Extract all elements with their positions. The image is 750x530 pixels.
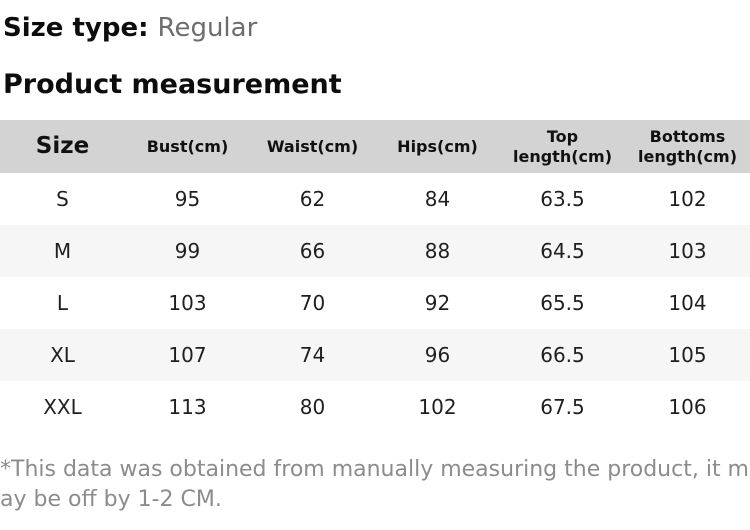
table-row-xl: XL 107 74 96 66.5 105 (0, 329, 750, 381)
waist-cell: 80 (299, 395, 326, 419)
table-row-s: S 95 62 84 63.5 102 (0, 173, 750, 225)
hips-cell: 96 (424, 343, 451, 367)
bust-cell: 95 (174, 187, 201, 211)
bottoms-length-cell: 105 (668, 343, 707, 367)
bottoms-length-cell: 102 (668, 187, 707, 211)
hips-cell: 92 (424, 291, 451, 315)
table-header-row: Size Bust(cm) Waist(cm) Hips(cm) Top len… (0, 120, 750, 173)
top-length-cell: 64.5 (540, 239, 585, 263)
size-type-label: Size type: (3, 13, 149, 43)
column-header-size: Size (35, 133, 90, 160)
size-cell: S (56, 187, 69, 211)
top-length-cell: 67.5 (540, 395, 585, 419)
bust-cell: 99 (174, 239, 201, 263)
table-row-m: M 99 66 88 64.5 103 (0, 225, 750, 277)
hips-cell: 102 (418, 395, 457, 419)
hips-cell: 84 (424, 187, 451, 211)
size-cell: M (53, 239, 72, 263)
top-length-cell: 63.5 (540, 187, 585, 211)
top-length-cell: 65.5 (540, 291, 585, 315)
bottoms-length-cell: 103 (668, 239, 707, 263)
size-cell: XL (50, 343, 75, 367)
waist-cell: 66 (299, 239, 326, 263)
bottoms-length-cell: 104 (668, 291, 707, 315)
column-header-waist: Waist(cm) (266, 136, 359, 156)
measurement-disclaimer: *This data was obtained from manually me… (0, 457, 749, 512)
table-row-xxl: XXL 113 80 102 67.5 106 (0, 381, 750, 433)
size-cell: XXL (43, 395, 82, 419)
column-header-hips: Hips(cm) (397, 136, 478, 156)
column-header-top-length: Top length(cm) (513, 126, 612, 166)
bust-cell: 113 (168, 395, 207, 419)
waist-cell: 70 (299, 291, 326, 315)
size-type-row: Size type: Regular (3, 13, 750, 43)
table-row-l: L 103 70 92 65.5 104 (0, 277, 750, 329)
size-cell: L (56, 291, 69, 315)
product-measurement-title: Product measurement (3, 69, 342, 100)
column-header-bust: Bust(cm) (146, 136, 229, 156)
bust-cell: 103 (168, 291, 207, 315)
hips-cell: 88 (424, 239, 451, 263)
bust-cell: 107 (168, 343, 207, 367)
bottoms-length-cell: 106 (668, 395, 707, 419)
waist-cell: 62 (299, 187, 326, 211)
product-measurement-table: Size Bust(cm) Waist(cm) Hips(cm) Top len… (0, 120, 750, 433)
column-header-bottoms-length: Bottoms length(cm) (638, 126, 737, 166)
waist-cell: 74 (299, 343, 326, 367)
size-type-value: Regular (157, 13, 258, 43)
top-length-cell: 66.5 (540, 343, 585, 367)
